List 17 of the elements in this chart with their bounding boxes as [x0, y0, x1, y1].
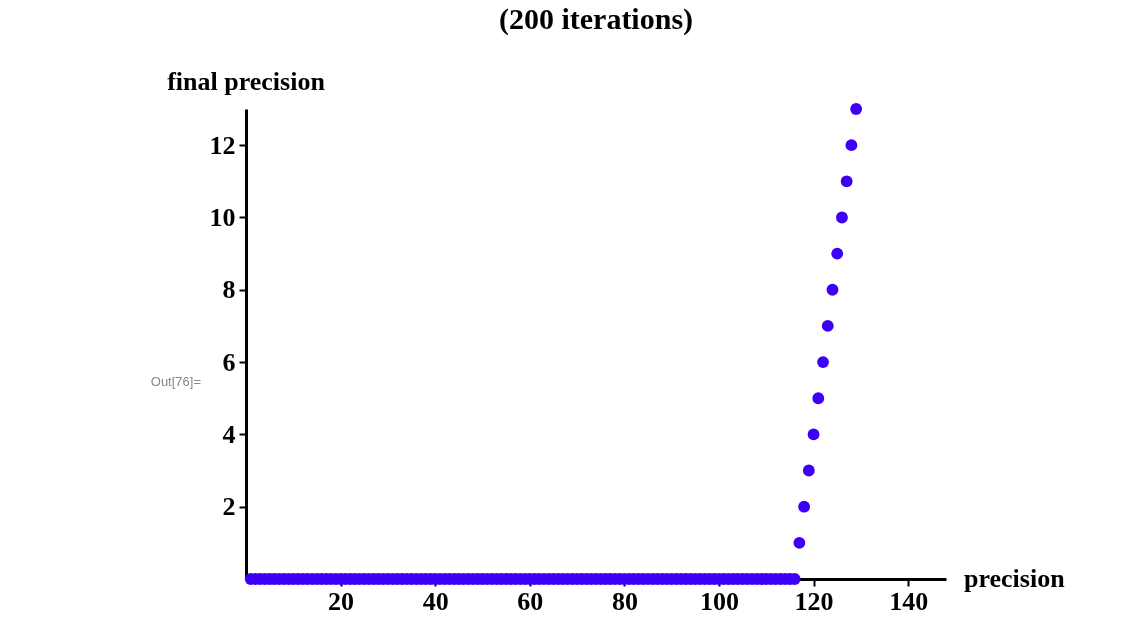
chart-title: (200 iterations): [498, 2, 694, 36]
y-tick-label: 2: [222, 492, 236, 522]
y-tick-label: 8: [222, 275, 236, 305]
x-tick-label: 100: [699, 586, 739, 616]
x-axis-title: precision: [964, 564, 1066, 593]
y-tick-label: 4: [222, 419, 236, 449]
x-tick-label: 80: [611, 586, 638, 616]
x-tick-label: 60: [517, 586, 544, 616]
y-tick-label: 10: [209, 202, 236, 232]
y-tick-label: 6: [222, 347, 236, 377]
x-tick-label: 40: [422, 586, 449, 616]
text: Out[76]=: [150, 373, 201, 389]
x-tick-label: 20: [328, 586, 355, 616]
y-axis-title: final precision: [167, 67, 326, 96]
y-tick-label: 12: [209, 130, 236, 160]
x-tick-label: 120: [794, 586, 834, 616]
x-tick-label: 140: [889, 586, 929, 616]
